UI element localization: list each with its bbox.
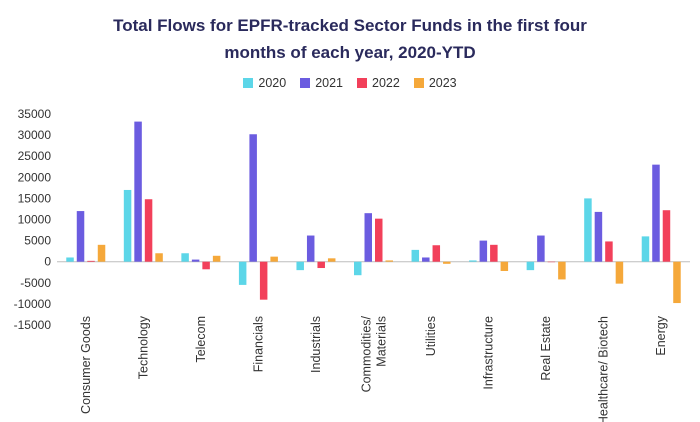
bar-2020 bbox=[181, 253, 189, 262]
bar-2023 bbox=[500, 261, 509, 271]
legend-label-2020: 2020 bbox=[258, 76, 287, 90]
category-label: Energy bbox=[654, 315, 668, 355]
category-label: Healthcare/ Biotech bbox=[597, 316, 611, 422]
bar-2022 bbox=[317, 261, 325, 269]
legend-swatch-2021 bbox=[300, 78, 311, 88]
category-label: Technology bbox=[136, 315, 150, 379]
bar-2023 bbox=[443, 261, 451, 264]
chart-title-line-1: Total Flows for EPFR-tracked Sector Fund… bbox=[113, 16, 587, 35]
bar-2023 bbox=[97, 244, 106, 262]
bar-2020 bbox=[584, 198, 592, 262]
bar-2020 bbox=[411, 249, 420, 262]
legend-item-2021: 2021 bbox=[300, 76, 343, 90]
legend-item-2020: 2020 bbox=[243, 76, 286, 90]
bar-2022 bbox=[259, 261, 268, 300]
bar-2022 bbox=[144, 199, 153, 262]
y-tick-label: 0 bbox=[44, 255, 51, 269]
bar-2020 bbox=[296, 261, 304, 271]
bar-2023 bbox=[270, 256, 278, 262]
category-label: Utilities bbox=[424, 316, 438, 356]
category-label: Commodities/Materials bbox=[360, 315, 389, 392]
bar-2021 bbox=[306, 235, 315, 262]
bar-2021 bbox=[76, 211, 85, 262]
bar-2021 bbox=[249, 134, 257, 262]
bar-2023 bbox=[155, 253, 163, 262]
y-tick-label: -10000 bbox=[14, 297, 52, 311]
bar-2021 bbox=[479, 240, 488, 262]
bar-2022 bbox=[432, 245, 441, 262]
bar-2020 bbox=[469, 260, 477, 262]
category-label: Telecom bbox=[194, 316, 208, 363]
bar-2022 bbox=[662, 210, 671, 262]
bar-2022 bbox=[375, 218, 383, 262]
chart-legend: 2020 2021 2022 2023 bbox=[0, 76, 700, 90]
y-tick-label: 5000 bbox=[24, 234, 51, 248]
bar-2023 bbox=[558, 261, 566, 280]
bar-2020 bbox=[641, 236, 650, 262]
legend-label-2021: 2021 bbox=[315, 76, 343, 90]
bar-2020 bbox=[66, 257, 74, 262]
legend-item-2022: 2022 bbox=[357, 76, 400, 90]
bar-2020 bbox=[354, 261, 362, 276]
bar-2022 bbox=[490, 244, 498, 262]
bar-2023 bbox=[385, 260, 393, 262]
category-label: Infrastructure bbox=[482, 316, 496, 390]
y-tick-label: 10000 bbox=[18, 213, 52, 227]
category-label: Financials bbox=[251, 316, 265, 372]
bar-2020 bbox=[123, 189, 132, 262]
bar-2021 bbox=[652, 164, 660, 262]
bar-2021 bbox=[191, 259, 200, 262]
bar-2023 bbox=[212, 255, 221, 262]
y-tick-label: -15000 bbox=[14, 318, 52, 332]
y-tick-label: 20000 bbox=[18, 170, 52, 184]
bar-2021 bbox=[594, 211, 603, 262]
legend-swatch-2022 bbox=[357, 78, 367, 88]
bar-2022 bbox=[87, 260, 95, 262]
y-tick-label: 30000 bbox=[18, 128, 52, 142]
bar-2020 bbox=[526, 261, 535, 271]
y-tick-label: -5000 bbox=[20, 276, 51, 290]
category-label: Real Estate bbox=[539, 316, 553, 381]
legend-swatch-2023 bbox=[413, 78, 424, 88]
y-tick-label: 35000 bbox=[18, 107, 52, 121]
legend-label-2022: 2022 bbox=[372, 76, 400, 90]
legend-swatch-2020 bbox=[243, 78, 254, 88]
chart-title-line-2: months of each year, 2020-YTD bbox=[224, 43, 476, 62]
category-label: Consumer Goods bbox=[79, 316, 93, 414]
bar-2021 bbox=[537, 235, 545, 262]
chart-title: Total Flows for EPFR-tracked Sector Fund… bbox=[0, 12, 700, 66]
bar-2021 bbox=[422, 257, 430, 262]
y-tick-label: 25000 bbox=[18, 149, 52, 163]
category-label: Industrials bbox=[309, 316, 323, 373]
legend-label-2023: 2023 bbox=[428, 76, 457, 90]
y-tick-label: 15000 bbox=[18, 191, 52, 205]
bar-2022 bbox=[605, 241, 613, 262]
bar-2020 bbox=[238, 261, 247, 285]
bar-2023 bbox=[327, 258, 336, 262]
bar-2023 bbox=[615, 261, 624, 284]
bar-2022 bbox=[202, 261, 210, 270]
bar-2021 bbox=[364, 213, 372, 262]
legend-item-2023: 2023 bbox=[413, 76, 457, 90]
bar-2022 bbox=[547, 261, 556, 263]
bar-2021 bbox=[134, 121, 142, 262]
bar-2023 bbox=[673, 261, 681, 304]
